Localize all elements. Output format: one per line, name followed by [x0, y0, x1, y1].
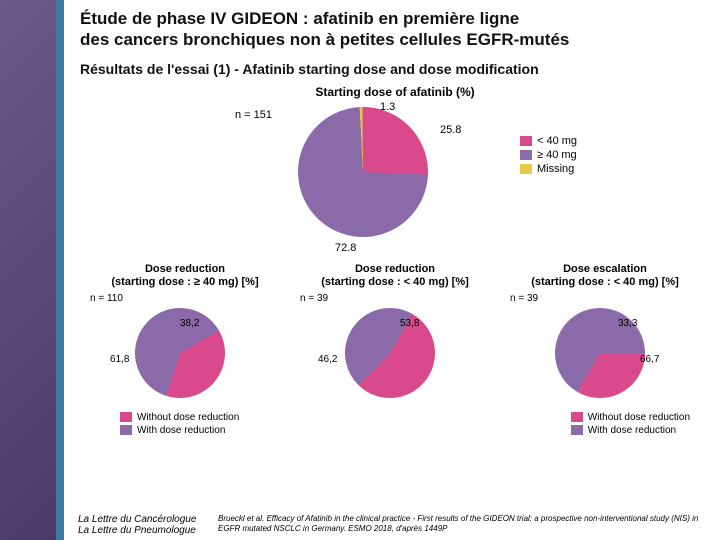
legend-swatch — [571, 412, 583, 422]
footer-right: Brueckl et al. Efficacy of Afatinib in t… — [208, 514, 708, 533]
main-content: Étude de phase IV GIDEON : afatinib en p… — [70, 0, 720, 540]
legend-swatch — [120, 425, 132, 435]
footer: La Lettre du Cancérologue La Lettre du P… — [78, 514, 708, 536]
sub-title: Dose escalation(starting dose : < 40 mg)… — [500, 263, 710, 289]
page-title: Étude de phase IV GIDEON : afatinib en p… — [80, 8, 710, 51]
top-legend: < 40 mg ≥ 40 mg Missing — [520, 135, 577, 177]
slice-label-ge40: 72.8 — [335, 242, 356, 254]
legend-text: Without dose reduction — [588, 412, 690, 423]
legend-row: Without dose reduction — [571, 412, 690, 423]
legend-text: Missing — [537, 163, 574, 175]
sub-chart-3: Dose escalation(starting dose : < 40 mg)… — [500, 263, 710, 406]
footer-left: La Lettre du Cancérologue La Lettre du P… — [78, 514, 208, 536]
sidebar-brand — [0, 0, 60, 540]
legend-row-ge40: ≥ 40 mg — [520, 149, 577, 161]
sub-title: Dose reduction(starting dose : ≥ 40 mg) … — [80, 263, 290, 289]
legend-row: With dose reduction — [571, 425, 690, 436]
footer-left-l1: La Lettre du Cancérologue — [78, 514, 196, 525]
bottom-legend-right: Without dose reduction With dose reducti… — [571, 412, 690, 438]
legend-swatch — [520, 150, 532, 160]
sub-pie-wrap: 38,261,8 — [80, 306, 290, 406]
slice-label-lt40: 25.8 — [440, 124, 461, 136]
bottom-legend: Without dose reduction With dose reducti… — [80, 412, 710, 438]
legend-text: With dose reduction — [588, 425, 676, 436]
bottom-legend-left: Without dose reduction With dose reducti… — [120, 412, 239, 438]
top-chart: n = 151 1.3 25.8 72.8 < 40 mg ≥ 40 mg Mi… — [80, 99, 710, 259]
sidebar-accent — [56, 0, 64, 540]
legend-text: ≥ 40 mg — [537, 149, 577, 161]
sub-n: n = 39 — [300, 293, 500, 304]
sub-charts-row: Dose reduction(starting dose : ≥ 40 mg) … — [80, 263, 710, 406]
sub-pie-wrap: 33,366,7 — [500, 306, 710, 406]
slice-label-missing: 1.3 — [380, 101, 395, 113]
legend-swatch — [520, 164, 532, 174]
legend-text: With dose reduction — [137, 425, 225, 436]
sub-n: n = 110 — [90, 293, 290, 304]
sub-title: Dose reduction(starting dose : < 40 mg) … — [290, 263, 500, 289]
sub-chart-2: Dose reduction(starting dose : < 40 mg) … — [290, 263, 500, 406]
legend-row-missing: Missing — [520, 163, 577, 175]
legend-row: With dose reduction — [120, 425, 239, 436]
title-line-1: Étude de phase IV GIDEON : afatinib en p… — [80, 9, 519, 28]
sub-chart-1: Dose reduction(starting dose : ≥ 40 mg) … — [80, 263, 290, 406]
subtitle: Résultats de l'essai (1) - Afatinib star… — [80, 61, 710, 77]
sub-pie-wrap: 53,846,2 — [290, 306, 500, 406]
top-n-label: n = 151 — [235, 109, 272, 121]
legend-text: Without dose reduction — [137, 412, 239, 423]
legend-row: Without dose reduction — [120, 412, 239, 423]
legend-swatch — [120, 412, 132, 422]
top-pie — [298, 107, 428, 237]
legend-swatch — [520, 136, 532, 146]
sub-n: n = 39 — [510, 293, 710, 304]
footer-left-l2: La Lettre du Pneumologue — [78, 525, 196, 536]
legend-swatch — [571, 425, 583, 435]
legend-text: < 40 mg — [537, 135, 577, 147]
legend-row-lt40: < 40 mg — [520, 135, 577, 147]
title-line-2: des cancers bronchiques non à petites ce… — [80, 30, 569, 49]
top-chart-title: Starting dose of afatinib (%) — [80, 85, 710, 99]
